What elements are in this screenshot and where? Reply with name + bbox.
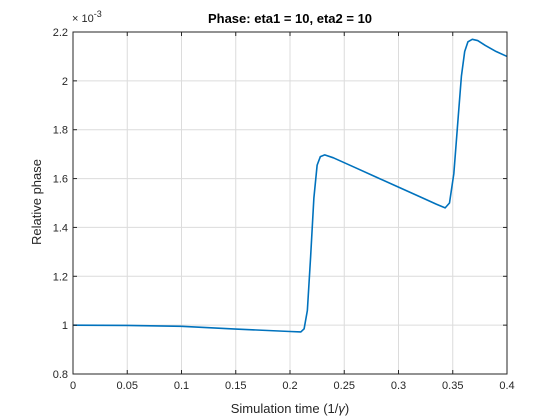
y-tick-label: 1 xyxy=(62,320,68,332)
x-tick-label: 0.4 xyxy=(499,380,514,392)
chart-title: Phase: eta1 = 10, eta2 = 10 xyxy=(208,11,372,26)
y-tick-label: 1.2 xyxy=(53,271,68,283)
y-multiplier-label: × 10-3 xyxy=(72,9,102,25)
x-tick-label: 0 xyxy=(70,380,76,392)
y-tick-label: 1.8 xyxy=(53,125,68,137)
x-axis-label-suffix: ) xyxy=(345,401,349,416)
series-line xyxy=(72,38,508,333)
x-tick-label: 0.05 xyxy=(117,380,138,392)
y-multiplier-exponent: -3 xyxy=(94,9,102,19)
plot-area: 0 0.05 0.1 0.15 0.2 0.25 0.3 0.35 0.4 0.8 1 1.2 1.4 1… xyxy=(53,27,515,392)
y-tick-label: 1.4 xyxy=(53,222,68,234)
x-tick-label: 0.2 xyxy=(282,380,297,392)
x-tick-label: 0.25 xyxy=(334,380,355,392)
y-multiplier-base: × 10 xyxy=(72,13,94,25)
y-tick-label: 1.6 xyxy=(53,174,68,186)
x-tick-label: 0.1 xyxy=(174,380,189,392)
x-axis-label-symbol: γ xyxy=(338,401,346,416)
y-tick-label: 2 xyxy=(62,76,68,88)
x-tick-label: 0.35 xyxy=(442,380,463,392)
x-tick-label: 0.15 xyxy=(225,380,246,392)
x-axis-label-prefix: Simulation time (1/ xyxy=(231,401,339,416)
x-tick-label: 0.3 xyxy=(391,380,406,392)
x-axis-label: Simulation time (1/γ) xyxy=(231,401,350,416)
y-axis-label: Relative phase xyxy=(29,159,44,245)
y-tick-label: 0.8 xyxy=(53,369,68,381)
y-tick-label: 2.2 xyxy=(53,27,68,39)
